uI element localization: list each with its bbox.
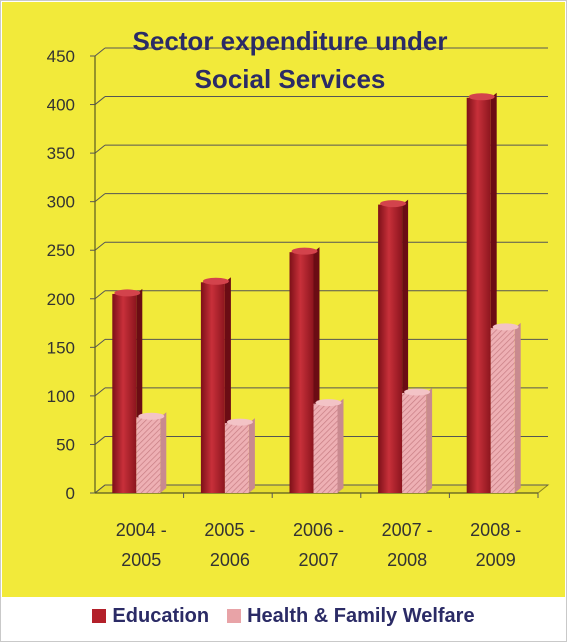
y-tick-label: 200: [47, 290, 75, 309]
legend: Education Health & Family Welfare: [0, 598, 567, 634]
bar-top: [492, 323, 519, 331]
legend-label-health: Health & Family Welfare: [247, 604, 475, 627]
bar-top: [291, 247, 318, 255]
gridline-diagonal: [94, 96, 106, 105]
bars: [112, 92, 521, 493]
y-tick-label: 450: [47, 47, 75, 66]
bar-health-family-welfare: [313, 398, 344, 493]
legend-label-education: Education: [112, 604, 210, 627]
bar-face: [136, 417, 161, 493]
chart-title-line2: Social Services: [195, 64, 386, 94]
x-tick-label: 2009: [476, 550, 516, 570]
bar-face: [466, 97, 491, 493]
x-tick-label: 2007: [298, 550, 338, 570]
legend-swatch-education: [92, 609, 107, 623]
y-tick-label: 350: [47, 144, 75, 163]
y-tick-label: 150: [47, 338, 75, 357]
bar-face: [402, 392, 427, 493]
bar-side: [160, 412, 167, 493]
gridline-diagonal: [94, 387, 106, 397]
y-tick-label: 300: [47, 193, 75, 212]
bar-top: [380, 200, 407, 208]
bar-face: [378, 204, 403, 493]
bar-face: [289, 252, 314, 493]
bar-side: [514, 322, 521, 493]
y-tick-label: 400: [47, 96, 75, 115]
y-tick-label: 100: [47, 387, 75, 406]
bar-side: [426, 387, 433, 493]
chart-title-line1: Sector expenditure under: [133, 26, 448, 56]
gridline-diagonal: [94, 241, 106, 251]
bar-health-family-welfare: [402, 387, 433, 493]
bar-top: [138, 412, 165, 420]
bar-face: [112, 293, 137, 493]
bar-side: [248, 418, 255, 493]
bar-top: [202, 277, 229, 285]
legend-item-health: Health & Family Welfare: [227, 604, 475, 628]
bar-health-family-welfare: [224, 418, 255, 493]
legend-item-education: Education: [92, 605, 209, 628]
gridline-diagonal: [94, 144, 106, 154]
x-tick-labels: 2004 - 2005 2005 - 2006 2006 - 2007 2007 - 2008…: [116, 520, 521, 570]
legend-swatch-health: [227, 609, 242, 623]
bar-face: [200, 282, 225, 493]
gridline-diagonal: [94, 338, 106, 348]
bar-education: [200, 277, 231, 493]
gridline-diagonal: [94, 47, 106, 57]
x-tick-label: 2005: [121, 550, 161, 570]
gridline-diagonal: [94, 290, 106, 300]
bar-face: [490, 327, 515, 493]
bar-top: [114, 289, 141, 297]
gridline-diagonal: [94, 436, 106, 445]
y-tick-labels: 0 50 100 150 200 250 300 350 400 450: [47, 47, 75, 503]
bar-top: [226, 418, 253, 426]
bar-face: [224, 423, 249, 493]
bar-top: [468, 93, 495, 101]
bar-side: [337, 398, 344, 493]
y-tick-label: 0: [66, 484, 75, 503]
bar-top: [315, 399, 342, 407]
x-tick-label: 2004 -: [116, 520, 167, 540]
bar-health-family-welfare: [136, 412, 167, 493]
y-tick-label: 250: [47, 241, 75, 260]
x-tick-label: 2008: [387, 550, 427, 570]
bar-health-family-welfare: [490, 322, 521, 493]
x-tick-label: 2005 -: [204, 520, 255, 540]
x-tick-label: 2007 -: [382, 520, 433, 540]
bar-face: [313, 403, 338, 493]
x-tick-label: 2006 -: [293, 520, 344, 540]
x-tick-label: 2008 -: [470, 520, 521, 540]
bar-top: [404, 388, 431, 396]
y-tick-label: 50: [56, 435, 75, 454]
gridline-diagonal: [94, 484, 106, 494]
gridline-diagonal: [94, 193, 106, 203]
x-tick-label: 2006: [210, 550, 250, 570]
